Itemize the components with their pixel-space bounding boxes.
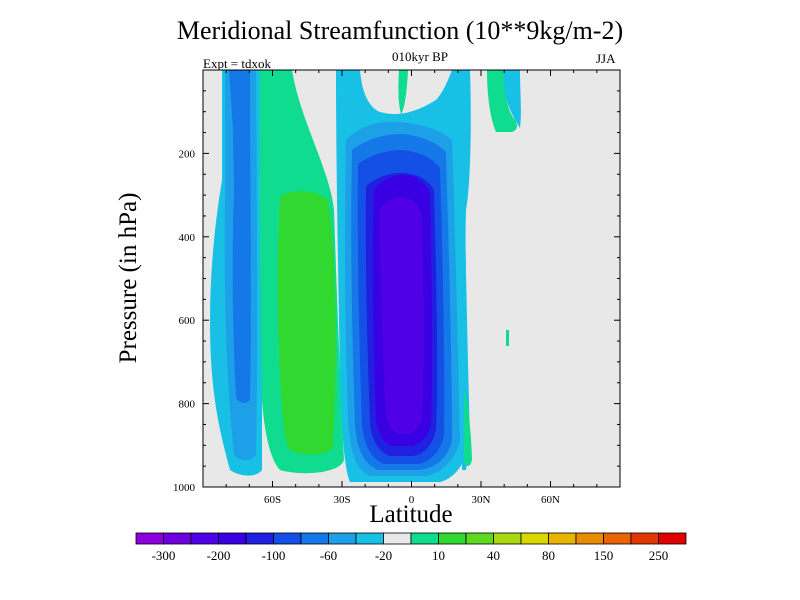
colorbar-swatch xyxy=(163,532,192,545)
colorbar-label: 80 xyxy=(542,548,555,563)
colorbar-swatch xyxy=(273,532,302,545)
y-tick-label: 600 xyxy=(179,315,196,327)
colorbar-label: -200 xyxy=(207,548,231,563)
y-axis-ticks: 200 400 600 800 1000 xyxy=(173,69,620,494)
colorbar: -300 -200 -100 -60 -20 10 40 80 150 250 xyxy=(135,532,687,563)
contour-pos40-south xyxy=(277,191,336,455)
colorbar-swatch xyxy=(520,532,549,545)
season-annotation: JJA xyxy=(596,51,616,66)
contour-pos10-north-edge xyxy=(464,390,472,466)
x-tick-label: 30S xyxy=(333,494,350,506)
colorbar-swatch xyxy=(493,532,522,545)
colorbar-label: 250 xyxy=(649,548,669,563)
contour-neg20-north-edge xyxy=(462,70,471,470)
contour-pos10-small xyxy=(506,330,509,346)
colorbar-swatch xyxy=(328,532,357,545)
y-tick-label: 400 xyxy=(179,232,196,244)
colorbar-swatch xyxy=(383,532,412,545)
y-tick-label: 1000 xyxy=(173,482,196,494)
x-axis-ticks: 60S 30S 0 30N 60N xyxy=(202,70,621,506)
colorbar-swatch xyxy=(658,532,687,545)
colorbar-swatch xyxy=(300,532,329,545)
x-tick-label: 60S xyxy=(264,494,281,506)
contour-pos10-north xyxy=(487,70,517,132)
y-tick-label: 800 xyxy=(179,399,196,411)
colorbar-swatch xyxy=(603,532,632,545)
colorbar-swatch xyxy=(465,532,494,545)
chart-subtitle: 010kyr BP xyxy=(392,49,448,64)
colorbar-swatch xyxy=(630,532,659,545)
contour-neg20-north xyxy=(504,70,521,128)
colorbar-swatch xyxy=(218,532,247,545)
colorbar-swatch xyxy=(355,532,384,545)
colorbar-swatch xyxy=(548,532,577,545)
colorbar-label: 40 xyxy=(487,548,500,563)
experiment-annotation: Expt = tdxok xyxy=(203,56,271,71)
colorbar-swatch xyxy=(135,532,164,545)
colorbar-label: -300 xyxy=(152,548,176,563)
x-tick-label: 0 xyxy=(409,494,415,506)
colorbar-swatch xyxy=(410,532,439,545)
contour-neg100-south xyxy=(229,70,251,403)
y-tick-label: 200 xyxy=(179,148,196,160)
x-tick-label: 30N xyxy=(472,494,491,506)
colorbar-swatch xyxy=(245,532,274,545)
colorbar-label: -60 xyxy=(320,548,337,563)
colorbar-label: -20 xyxy=(375,548,392,563)
x-axis-label: Latitude xyxy=(369,501,453,528)
contour-neg400-central xyxy=(380,197,424,434)
colorbar-swatch xyxy=(190,532,219,545)
contour-fills xyxy=(210,70,521,482)
x-tick-label: 60N xyxy=(541,494,560,506)
chart-title: Meridional Streamfunction (10**9kg/m-2) xyxy=(176,16,624,45)
colorbar-label: 150 xyxy=(594,548,614,563)
colorbar-label: -100 xyxy=(262,548,286,563)
colorbar-swatch xyxy=(438,532,467,545)
colorbar-swatch xyxy=(575,532,604,545)
contour-pos10-upper xyxy=(398,70,408,114)
colorbar-label: 10 xyxy=(432,548,445,563)
